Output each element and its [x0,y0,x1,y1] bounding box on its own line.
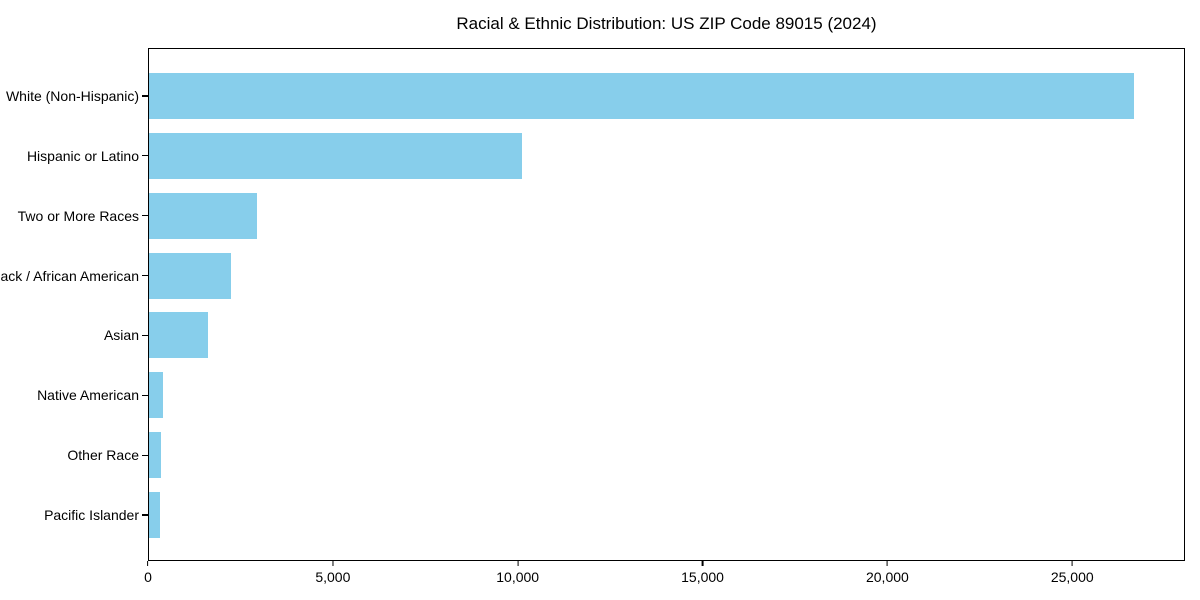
x-tick-label: 10,000 [496,569,540,585]
bar-row: Black / African American [0,246,1184,306]
bar [149,132,522,179]
category-label: Two or More Races [17,207,139,224]
y-tick-mark [142,155,148,157]
category-label: Native American [37,387,139,404]
y-tick-mark [142,95,148,97]
bar [149,72,1135,119]
bar-row: Other Race [67,425,1184,485]
bar-rows: White (Non-Hispanic) Hispanic or Latino Tw… [0,49,1184,560]
plot-area: White (Non-Hispanic) Hispanic or Latino Tw… [0,48,1185,561]
x-tick-label: 20,000 [865,569,909,585]
x-tick-label: 0 [144,569,152,585]
x-tick: 0 [144,561,152,584]
x-tick-label: 25,000 [1050,569,1094,585]
x-tick-mark [332,561,334,566]
category-label: Asian [103,327,139,344]
bar-row: White (Non-Hispanic) [6,66,1184,126]
x-tick-mark [1071,561,1073,566]
bar-row: Native American [37,365,1184,425]
bar [149,432,162,479]
y-tick-mark [142,274,148,277]
x-tick-mark [886,561,888,566]
bar-row: Asian [104,306,1184,366]
bar-row: Hispanic or Latino [27,126,1184,186]
bar [149,372,164,419]
bar [149,192,258,239]
x-tick: 25,000 [1051,561,1094,584]
x-tick-mark [147,561,149,566]
x-tick-label: 5,000 [315,569,351,585]
category-label: Pacific Islander [44,507,139,524]
bar [149,312,209,359]
y-tick-mark [142,334,148,337]
x-tick: 5,000 [315,561,350,584]
x-tick: 15,000 [681,561,724,584]
x-tick-mark [517,561,519,566]
category-label: Hispanic or Latino [26,147,139,164]
bar [149,252,232,299]
x-tick: 10,000 [496,561,539,584]
category-label: Black / African American [0,267,139,284]
bar [149,492,160,539]
x-tick-mark [701,561,704,566]
x-tick-label: 15,000 [681,569,724,585]
chart-title: Racial & Ethnic Distribution: US ZIP Cod… [456,14,877,33]
bar-row: Two or More Races [18,186,1184,246]
y-tick-mark [142,514,148,516]
category-label: White (Non-Hispanic) [5,87,139,104]
category-label: Other Race [67,447,139,464]
x-tick: 20,000 [866,561,909,584]
bar-row: Pacific Islander [44,485,1184,545]
y-tick-mark [142,215,148,217]
y-tick-mark [142,394,148,396]
y-tick-mark [142,454,148,456]
x-axis-ticks: 0 5,000 10,000 15,000 20,000 25,000 [144,561,1185,593]
